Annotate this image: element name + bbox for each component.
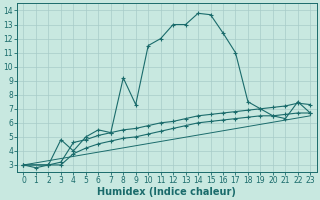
X-axis label: Humidex (Indice chaleur): Humidex (Indice chaleur) [98,187,236,197]
